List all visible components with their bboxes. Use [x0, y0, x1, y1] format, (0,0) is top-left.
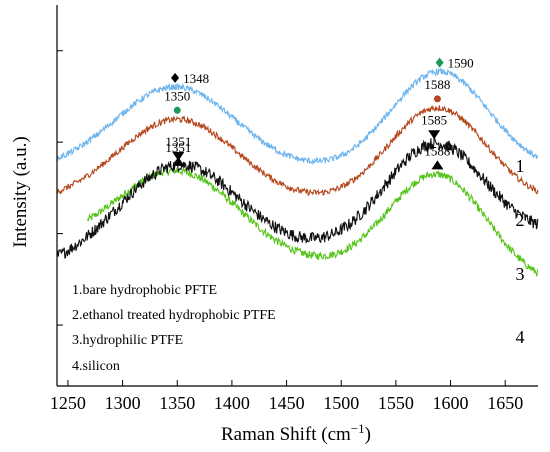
- legend-entry-2: 2.ethanol treated hydrophobic PTFE: [72, 308, 276, 323]
- series-layer: [56, 67, 539, 277]
- series-4-peak-1588-marker: [431, 160, 444, 170]
- series-3-peak-1585-label: 1585: [421, 112, 447, 127]
- x-tick-label-1250: 1250: [50, 393, 86, 413]
- series-3-line: [56, 136, 539, 259]
- series-4-line: [87, 165, 539, 277]
- series-2-peak-1588-label: 1588: [424, 77, 450, 92]
- series-2-peak-1350-marker: [173, 106, 181, 114]
- x-tick-label-1650: 1650: [487, 393, 523, 413]
- series-1-peak-1348-label: 1348: [183, 71, 209, 86]
- x-axis-title-close: ): [365, 424, 371, 445]
- axes-layer: [56, 5, 538, 387]
- legend-entry-1: 1.bare hydrophobic PFTE: [72, 283, 217, 298]
- x-tick-label-1450: 1450: [269, 393, 305, 413]
- series-1-peak-1590-label: 1590: [448, 56, 474, 71]
- x-axis-title-sup: −1: [351, 421, 365, 436]
- peak-markers: [171, 57, 444, 170]
- legend: 1.bare hydrophobic PFTE 2.ethanol treate…: [72, 283, 276, 374]
- series-3-peak-1585-marker: [428, 130, 441, 140]
- x-tick-label-1350: 1350: [159, 393, 195, 413]
- series-number-1: 1: [516, 156, 525, 176]
- x-axis-title: Raman Shift (cm−1): [221, 421, 371, 445]
- legend-entry-3: 3.hydrophilic PTFE: [72, 333, 183, 348]
- x-tick-label-1600: 1600: [433, 393, 469, 413]
- ticks-layer: 1250 1300 1350 1400 1450 1500 1550 1600 1650: [50, 50, 523, 413]
- series-3-peak-1351-label: 1351: [165, 134, 191, 149]
- series-1-peak-1590-marker: [435, 57, 444, 68]
- series-number-4: 4: [516, 327, 525, 347]
- series-2-peak-1350-label: 1350: [164, 88, 190, 103]
- series-3-peak-1351-marker: [172, 151, 185, 161]
- peak-labels: 1348 1590 1350 1588 1351 1585 1351 1588: [164, 56, 473, 159]
- x-tick-label-1550: 1550: [378, 393, 414, 413]
- x-axis-title-main: Raman Shift (cm: [221, 424, 351, 445]
- x-tick-label-1300: 1300: [105, 393, 141, 413]
- x-tick-label-1400: 1400: [214, 393, 250, 413]
- x-tick-label-1500: 1500: [323, 393, 359, 413]
- series-2-peak-1588-marker: [433, 95, 441, 103]
- series-4-peak-1351-label: 1351: [165, 140, 191, 155]
- series-1-peak-1348-marker: [171, 72, 180, 83]
- series-1-line: [56, 67, 539, 166]
- legend-entry-4: 4.silicon: [72, 359, 120, 374]
- series-2-line: [56, 104, 539, 196]
- series-4-peak-1588-label: 1588: [424, 143, 450, 158]
- y-axis-title: Intensity (a.u.): [10, 136, 31, 247]
- series-number-3: 3: [516, 264, 525, 284]
- series-number-2: 2: [516, 210, 525, 230]
- series-4-peak-1351-marker: [172, 156, 185, 166]
- series-numbers: 1 2 3 4: [516, 156, 525, 347]
